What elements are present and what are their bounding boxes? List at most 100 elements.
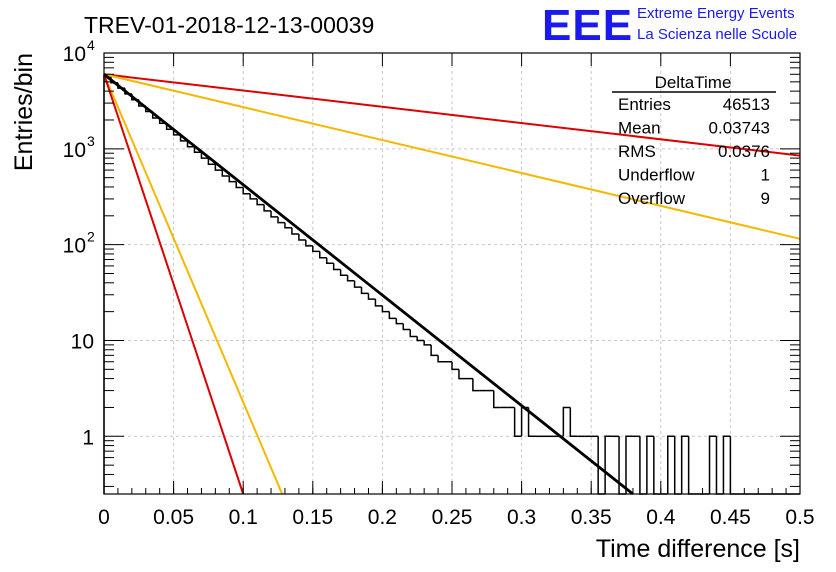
histogram-bin — [214, 164, 223, 171]
histogram-bin — [673, 436, 682, 495]
stats-value: 0.03743 — [709, 119, 770, 138]
y-tick-label: 10 — [71, 330, 94, 353]
x-axis-label: Time difference [s] — [596, 535, 800, 563]
histogram-bin — [729, 436, 738, 495]
x-tick-labels: 0 0.05 0.1 0.15 0.2 0.25 0.3 0.35 0.4 0.45 0.5 — [98, 506, 814, 529]
histogram-bin — [381, 305, 390, 313]
histogram-bin — [360, 287, 369, 295]
histogram-bin — [639, 436, 647, 495]
histogram-bin — [291, 227, 299, 235]
histogram-bin — [221, 170, 230, 177]
histogram-bin — [103, 75, 111, 494]
x-tick-label: 0 — [98, 506, 110, 529]
histogram-bin — [242, 187, 251, 195]
histogram-bin — [367, 293, 376, 300]
histogram-bin — [625, 435, 633, 494]
yellow-envelope-line — [103, 73, 284, 495]
histogram-bin — [395, 318, 404, 325]
histogram-bin — [284, 222, 292, 229]
stats-label: Underflow — [618, 166, 695, 185]
histogram-bin — [667, 435, 675, 494]
x-tick-label: 0.4 — [646, 506, 676, 529]
x-tick-label: 0.2 — [368, 506, 397, 529]
y-tick-exponent: 2 — [87, 229, 95, 245]
stats-value: 1 — [761, 166, 770, 185]
y-tick-label: 10 — [63, 43, 86, 66]
histogram-bin — [493, 390, 501, 409]
grid-lines — [104, 53, 800, 494]
yellow-envelope-line — [103, 73, 801, 240]
histogram-bin — [312, 245, 320, 253]
stats-value: 0.0376 — [718, 142, 770, 161]
org-name-line1: Extreme Energy Events — [637, 5, 795, 22]
histogram-bin — [472, 378, 480, 392]
histogram-bin — [332, 263, 341, 271]
histogram-bin — [416, 336, 425, 342]
x-tick-label: 0.1 — [229, 506, 258, 529]
histogram-bin — [228, 176, 237, 183]
run-title: TREV-01-2018-12-13-00039 — [84, 12, 374, 38]
histogram-bin — [200, 152, 209, 159]
histogram-bin — [451, 361, 459, 371]
histogram-bin — [520, 406, 529, 437]
x-tick-label: 0.25 — [432, 506, 473, 529]
histogram-bin — [319, 251, 327, 259]
histogram-bin — [527, 407, 536, 438]
stats-box: DeltaTime Entries 46513 Mean 0.03743 RMS 0.03… — [612, 73, 776, 208]
histogram-bin — [458, 369, 466, 380]
red-envelope-line — [103, 73, 245, 495]
y-axis-label: Entries/bin — [10, 53, 38, 171]
x-tick-label: 0.35 — [571, 506, 612, 529]
exponential-fit-line — [103, 73, 634, 496]
histogram-bin — [687, 436, 696, 495]
histogram-bin — [270, 210, 278, 218]
histogram-bin — [339, 269, 348, 276]
y-tick-label: 10 — [63, 235, 86, 258]
histogram-bin — [207, 158, 216, 166]
histogram-bin — [569, 407, 578, 438]
histogram-bin — [277, 216, 285, 224]
histogram-bin — [193, 146, 202, 154]
histogram-bin — [646, 435, 654, 494]
x-tick-label: 0.45 — [710, 506, 751, 529]
red-envelope-line — [103, 73, 801, 157]
stats-label: RMS — [618, 142, 656, 161]
histogram-bin — [346, 275, 355, 282]
eee-logo: EEE — [542, 1, 633, 50]
stats-value: 9 — [761, 189, 770, 208]
histogram-bin — [597, 436, 606, 495]
stats-label: Mean — [618, 119, 661, 138]
stats-box-title: DeltaTime — [655, 73, 732, 92]
histogram-bin — [562, 406, 571, 437]
histogram-bin — [179, 134, 188, 142]
histogram-bin — [437, 355, 446, 363]
histogram-bin — [423, 340, 432, 346]
histogram-bin — [235, 181, 244, 189]
histogram-bin — [513, 407, 522, 438]
histogram-bin — [715, 436, 724, 495]
histogram-bin — [604, 435, 613, 494]
histogram-bin — [722, 435, 731, 494]
histogram-bin — [388, 311, 397, 320]
histogram-bin — [402, 323, 411, 331]
org-name-line2: La Scienza nelle Scuole — [637, 26, 797, 43]
stats-label: Overflow — [618, 189, 686, 208]
fit-lines-layer — [103, 73, 801, 496]
histogram-bin — [708, 435, 717, 494]
histogram-bin — [353, 280, 362, 288]
histogram-bin — [256, 198, 265, 206]
y-tick-label: 1 — [82, 426, 94, 449]
histogram-bin — [374, 299, 383, 307]
y-tick-exponent: 3 — [87, 133, 95, 149]
stats-value: 46513 — [723, 95, 770, 114]
histogram-bin — [325, 257, 334, 264]
axis-ticks — [103, 52, 801, 494]
histogram-bin — [430, 344, 439, 357]
y-tick-label: 10 — [63, 139, 86, 162]
histogram-bin — [680, 435, 689, 494]
histogram-bin — [653, 436, 661, 495]
x-tick-label: 0.3 — [507, 506, 536, 529]
y-tick-exponent: 4 — [87, 37, 95, 53]
